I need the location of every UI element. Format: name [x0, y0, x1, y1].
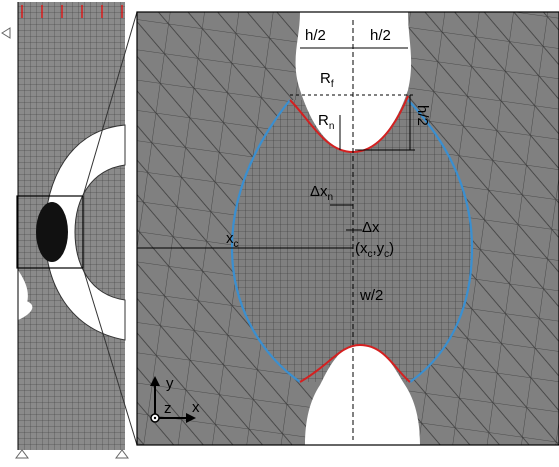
figure: h/2 h/2 Rf Rn h/2 Δxn Δx xc (xc,yc) w/2 …: [0, 0, 559, 462]
zoom-model: [137, 12, 559, 445]
left-model: [2, 2, 137, 458]
label-w-half: w/2: [359, 287, 383, 304]
label-dx: Δx: [362, 219, 380, 236]
axis-z-label: z: [164, 400, 172, 417]
label-h-side: h/2: [414, 105, 431, 126]
axis-y-label: y: [166, 375, 174, 392]
label-h-right: h/2: [370, 27, 391, 44]
center-part: ,y: [373, 240, 385, 257]
center-part: (x: [355, 240, 368, 257]
axis-x-label: x: [192, 399, 200, 416]
label-h-left: h/2: [305, 27, 326, 44]
center-part: ): [389, 240, 394, 257]
